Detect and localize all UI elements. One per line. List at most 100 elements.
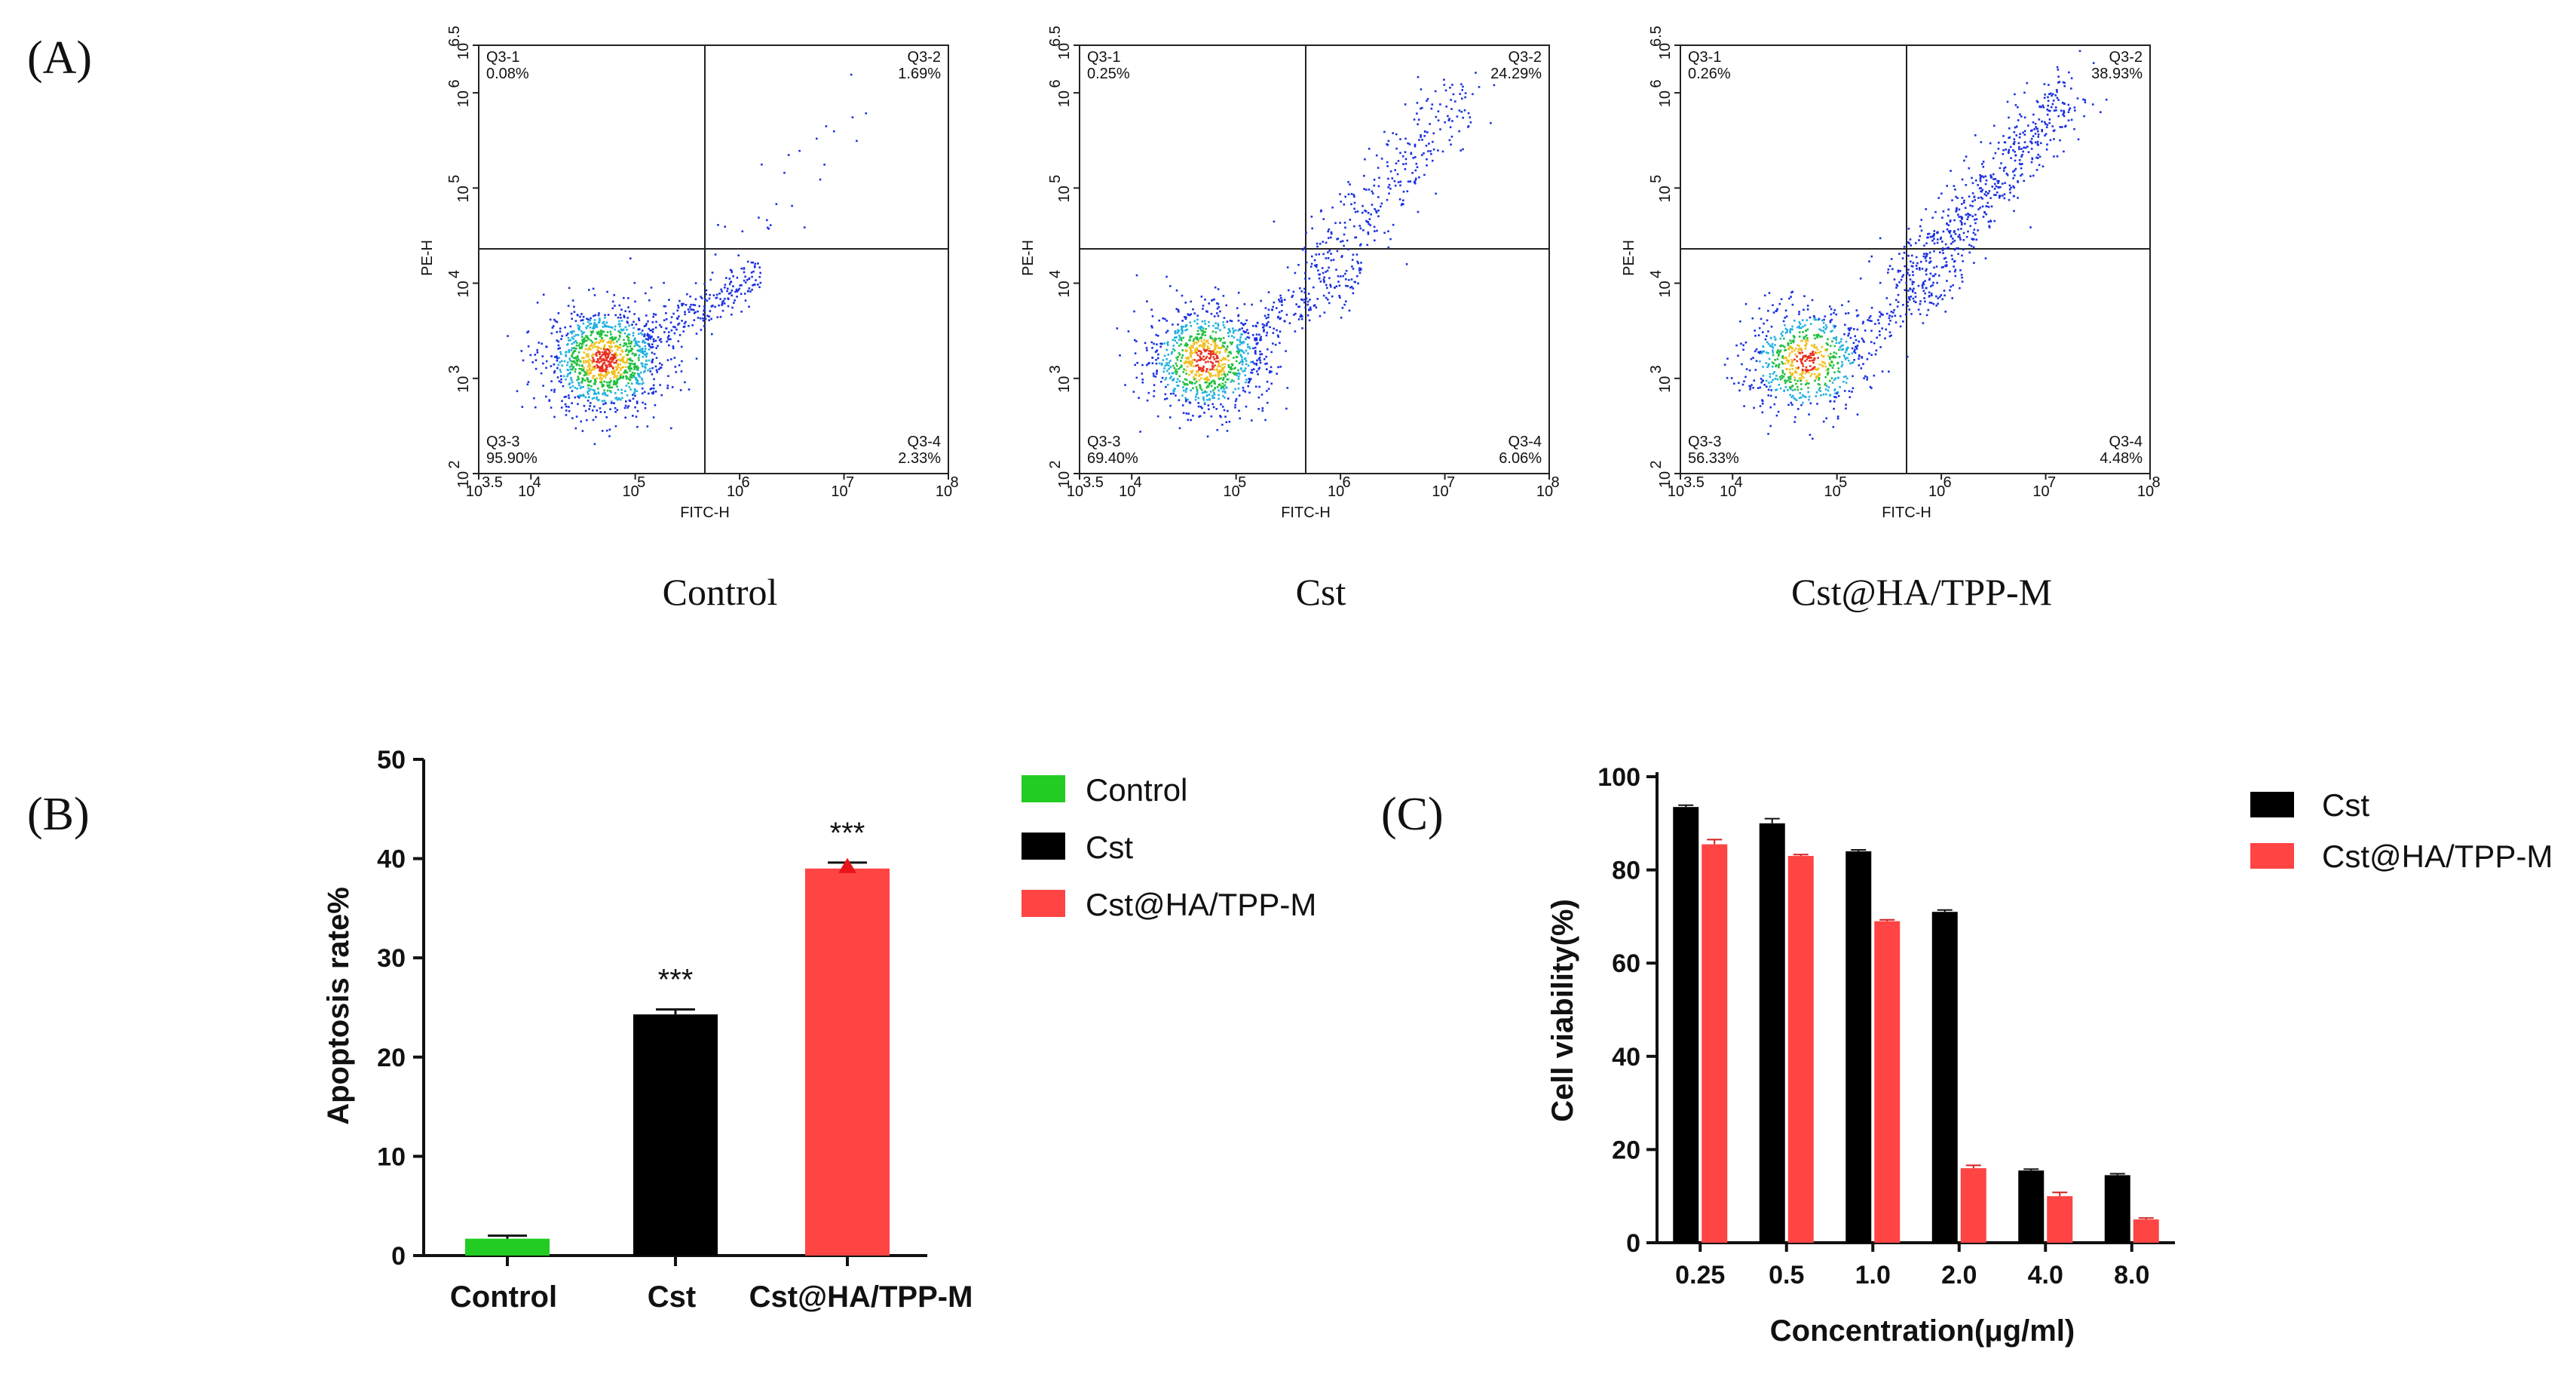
flow-event-dot bbox=[1288, 289, 1290, 292]
flow-event-dot bbox=[700, 329, 703, 331]
flow-event-dot bbox=[1197, 397, 1199, 400]
flow-event-dot bbox=[1988, 225, 1990, 227]
flow-event-dot bbox=[1211, 339, 1214, 342]
flow-event-dot bbox=[1198, 379, 1201, 382]
flow-event-dot bbox=[604, 351, 606, 354]
flow-event-dot bbox=[527, 381, 530, 383]
flow-event-dot bbox=[748, 305, 750, 308]
flow-event-dot bbox=[2100, 111, 2102, 113]
flow-event-dot bbox=[1432, 132, 1435, 135]
flow-event-dot bbox=[1314, 264, 1316, 267]
flow-event-dot bbox=[1224, 416, 1227, 418]
flow-event-dot bbox=[1259, 353, 1262, 356]
flow-event-dot bbox=[1816, 348, 1819, 351]
flow-event-dot bbox=[1212, 389, 1214, 392]
flow-event-dot bbox=[558, 380, 561, 382]
flow-event-dot bbox=[1811, 359, 1813, 362]
flow-event-dot bbox=[1395, 162, 1398, 164]
bar-c-category-label: 0.25 bbox=[1675, 1261, 1725, 1289]
flow-event-dot bbox=[1851, 391, 1853, 393]
flow-event-dot bbox=[623, 314, 625, 317]
flow-event-dot bbox=[645, 366, 647, 370]
flow-event-dot bbox=[1451, 120, 1453, 122]
flow-event-dot bbox=[2023, 116, 2026, 119]
flow-event-dot bbox=[602, 348, 605, 351]
flow-event-dot bbox=[1793, 319, 1796, 322]
flow-event-dot bbox=[626, 353, 629, 356]
flow-event-dot bbox=[1223, 317, 1226, 319]
flow-event-dot bbox=[646, 334, 648, 337]
flow-event-dot bbox=[1778, 302, 1781, 305]
flow-event-dot bbox=[1823, 331, 1826, 334]
flow-event-dot bbox=[2049, 109, 2051, 112]
flow-event-dot bbox=[1306, 303, 1309, 306]
flow-event-dot bbox=[2042, 106, 2045, 109]
flow-event-dot bbox=[2073, 106, 2076, 109]
flow-event-dot bbox=[1363, 188, 1365, 190]
flow-event-dot bbox=[627, 306, 629, 308]
flow-event-dot bbox=[1764, 338, 1767, 341]
flow-event-dot bbox=[1190, 362, 1192, 364]
flow-event-dot bbox=[1241, 342, 1243, 345]
flow-event-dot bbox=[1921, 268, 1924, 270]
flow-event-dot bbox=[559, 347, 561, 349]
flow-event-dot bbox=[1146, 300, 1148, 302]
flow-event-dot bbox=[1811, 373, 1813, 376]
flow-event-dot bbox=[695, 357, 698, 360]
flow-event-dot bbox=[1432, 159, 1434, 162]
flow-event-dot bbox=[1330, 259, 1333, 262]
flow-event-dot bbox=[1189, 352, 1191, 354]
flow-event-dot bbox=[628, 358, 630, 360]
flow-event-dot bbox=[1959, 238, 1962, 241]
quadrant-name: Q3-2 bbox=[2109, 49, 2143, 66]
flow-event-dot bbox=[1397, 181, 1400, 183]
flow-event-dot bbox=[545, 360, 548, 363]
flow-event-dot bbox=[1789, 328, 1792, 330]
flow-event-dot bbox=[1182, 336, 1185, 339]
flow-event-dot bbox=[572, 366, 575, 368]
flow-event-dot bbox=[1978, 187, 1981, 189]
flow-event-dot bbox=[1866, 358, 1869, 360]
flow-event-dot bbox=[1414, 180, 1417, 182]
flow-event-dot bbox=[1773, 336, 1776, 339]
flow-event-dot bbox=[1954, 274, 1957, 278]
flow-event-dot bbox=[1266, 331, 1268, 334]
flow-event-dot bbox=[574, 370, 577, 373]
flow-event-dot bbox=[1803, 336, 1805, 339]
flow-event-dot bbox=[606, 348, 609, 351]
flow-event-dot bbox=[1209, 375, 1211, 378]
flow-event-dot bbox=[1245, 379, 1248, 381]
flow-event-dot bbox=[2052, 130, 2055, 132]
flow-event-dot bbox=[1231, 379, 1233, 382]
flow-event-dot bbox=[597, 391, 599, 394]
flow-event-dot bbox=[694, 298, 697, 301]
flow-event-dot bbox=[610, 365, 613, 368]
flow-event-dot bbox=[1150, 308, 1153, 311]
flow-event-dot bbox=[1184, 369, 1187, 372]
flow-event-dot bbox=[1981, 205, 1984, 208]
flow-event-dot bbox=[1950, 254, 1953, 257]
flow-event-dot bbox=[1328, 266, 1330, 269]
flow-event-dot bbox=[583, 374, 586, 377]
flow-event-dot bbox=[1203, 402, 1206, 404]
flow-event-dot bbox=[1368, 148, 1371, 150]
flow-event-dot bbox=[1824, 388, 1827, 391]
flow-event-dot bbox=[721, 309, 724, 312]
flow-event-dot bbox=[723, 302, 726, 305]
flow-event-dot bbox=[1162, 359, 1165, 361]
flow-event-dot bbox=[651, 351, 654, 354]
flow-event-dot bbox=[1881, 327, 1883, 330]
flow-event-dot bbox=[579, 360, 582, 363]
flow-event-dot bbox=[584, 379, 587, 382]
flow-event-dot bbox=[2035, 100, 2038, 103]
flow-event-dot bbox=[1949, 220, 1952, 223]
flow-event-dot bbox=[619, 323, 621, 325]
flow-event-dot bbox=[2045, 149, 2048, 151]
flow-event-dot bbox=[641, 330, 644, 332]
flow-event-dot bbox=[1812, 314, 1815, 317]
flow-event-dot bbox=[627, 297, 629, 299]
flow-event-dot bbox=[1237, 378, 1240, 380]
flow-event-dot bbox=[1791, 403, 1793, 406]
flow-event-dot bbox=[1766, 385, 1768, 388]
flow-event-dot bbox=[1830, 361, 1833, 363]
